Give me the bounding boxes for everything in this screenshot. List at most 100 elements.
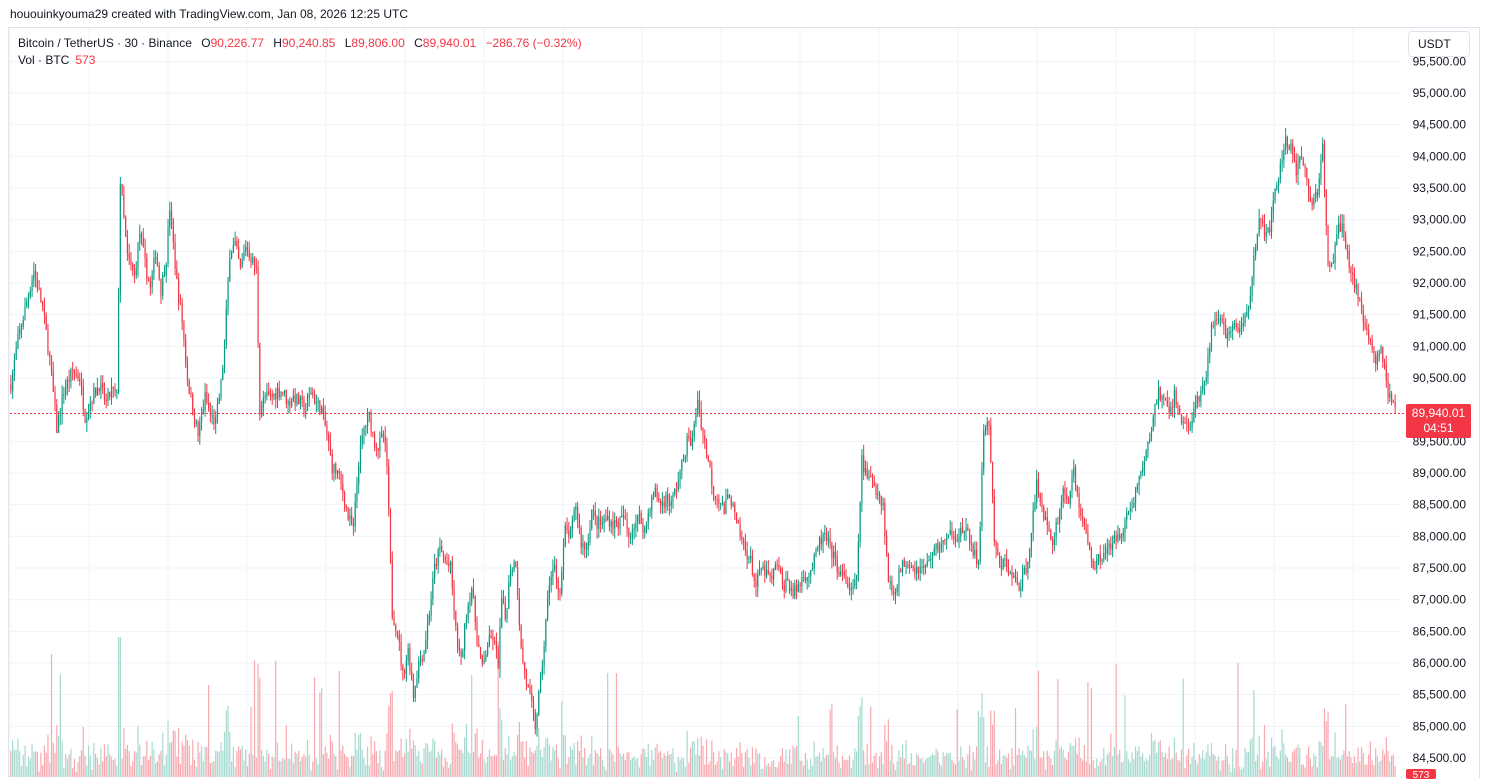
- candle-body: [1378, 353, 1380, 357]
- currency-button[interactable]: USDT: [1408, 31, 1470, 57]
- candle-body: [714, 496, 716, 499]
- candle-body: [236, 241, 238, 247]
- volume-bar: [1000, 764, 1002, 777]
- candle-body: [185, 340, 187, 363]
- candle-body: [1214, 319, 1216, 327]
- candle-body: [652, 496, 655, 498]
- candle-body: [322, 407, 324, 412]
- volume-bar: [1341, 754, 1343, 777]
- volume-bar: [1150, 732, 1153, 777]
- candle-body: [87, 410, 90, 419]
- volume-bar: [1069, 743, 1071, 777]
- volume-bar: [361, 749, 363, 777]
- candle-body: [255, 267, 257, 269]
- volume-bar: [366, 746, 369, 777]
- candle-body: [564, 525, 566, 547]
- volume-bar: [1198, 754, 1200, 777]
- volume-bar: [148, 759, 150, 777]
- candle-body: [995, 541, 997, 549]
- candle-body: [17, 334, 19, 349]
- candle-body: [1295, 160, 1297, 176]
- candle-body: [700, 409, 702, 429]
- candle-body: [398, 635, 400, 642]
- candle-body: [1191, 420, 1193, 429]
- candle-body: [592, 509, 595, 511]
- candle-body: [889, 581, 891, 583]
- candle-body: [1364, 322, 1366, 327]
- candle-body: [1172, 407, 1174, 409]
- volume-bar: [1034, 758, 1036, 777]
- candle-body: [917, 567, 920, 574]
- volume-bar: [494, 754, 496, 777]
- volume-bar: [204, 746, 206, 777]
- candle-body: [368, 411, 370, 416]
- volume-bar: [596, 752, 598, 777]
- candle-body: [1203, 382, 1206, 386]
- candle-body: [647, 513, 649, 522]
- candle-body: [1389, 393, 1391, 398]
- candle-body: [757, 574, 759, 587]
- volume-bar: [20, 766, 23, 777]
- candle-body: [630, 537, 632, 539]
- volume-bar: [1023, 754, 1025, 777]
- candle-body: [608, 515, 611, 527]
- volume-bar: [834, 758, 837, 777]
- candle-body: [287, 401, 289, 405]
- candle-body: [446, 560, 448, 564]
- volume-bar: [56, 725, 58, 777]
- volume-bar: [156, 761, 159, 777]
- volume-bar: [513, 751, 515, 777]
- candle-body: [1332, 262, 1334, 264]
- volume-bar: [944, 755, 946, 777]
- candle-body: [1131, 507, 1133, 509]
- volume-bar: [769, 766, 771, 777]
- volume-bar: [268, 753, 270, 777]
- volume-bar: [983, 716, 985, 777]
- volume-bar: [230, 761, 233, 777]
- volume-bar: [15, 750, 17, 777]
- candle-body: [1299, 156, 1301, 164]
- volume-bar: [1078, 737, 1080, 777]
- volume-bar: [1226, 756, 1228, 777]
- volume-bar: [935, 748, 937, 777]
- candle-body: [1226, 334, 1228, 339]
- volume-bar: [349, 767, 351, 777]
- candle-body: [963, 531, 965, 533]
- candle-body: [661, 501, 663, 506]
- volume-bar: [1085, 761, 1087, 777]
- volume-bar: [868, 764, 870, 777]
- volume-bar: [1059, 748, 1061, 777]
- candle-body: [868, 475, 870, 479]
- volume-bar: [562, 735, 565, 777]
- candle-body: [667, 494, 669, 504]
- volume-bar: [469, 753, 471, 777]
- volume-bar: [1044, 769, 1047, 777]
- candle-body: [751, 556, 754, 576]
- candle-body: [22, 320, 24, 327]
- volume-bar: [923, 762, 925, 777]
- candle-body: [1044, 517, 1047, 520]
- candle-body: [1292, 143, 1294, 156]
- volume-bar: [455, 742, 457, 777]
- candle-body: [382, 433, 385, 436]
- candle-body: [1240, 325, 1243, 328]
- volume-bars: [10, 637, 1396, 777]
- volume-bar: [458, 749, 460, 777]
- volume-bar: [356, 749, 358, 777]
- candle-body: [575, 506, 577, 511]
- candle-body: [73, 370, 76, 374]
- volume-bar: [439, 754, 441, 777]
- volume-bar: [218, 751, 220, 777]
- volume-bar: [255, 757, 257, 777]
- candle-body: [822, 534, 824, 545]
- candle-body: [471, 588, 473, 603]
- candle-body: [547, 597, 549, 620]
- volume-bar: [52, 743, 54, 777]
- candle-body: [725, 498, 727, 514]
- volume-bar: [515, 755, 517, 777]
- candle-body: [1277, 179, 1280, 186]
- candle-body: [386, 444, 388, 467]
- volume-bar: [384, 750, 386, 777]
- candle-body: [434, 563, 436, 579]
